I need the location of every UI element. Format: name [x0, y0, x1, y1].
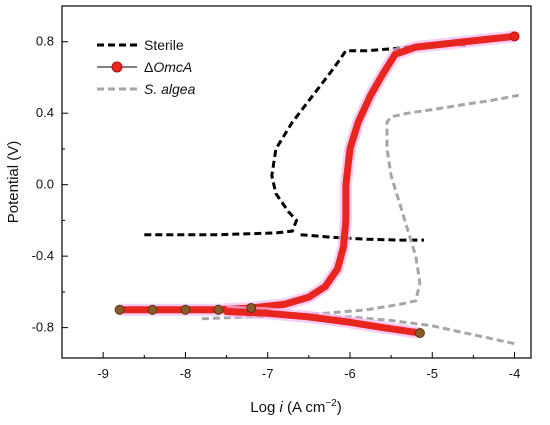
x-axis-title-close: ) — [337, 399, 342, 416]
omca-marker — [147, 304, 158, 315]
y-tick-label: 0.0 — [36, 177, 54, 192]
axis-layer: -9 -8 -7 -6 -5 -4 -0.8 -0.4 0.0 0.4 0.8 — [32, 34, 521, 381]
series-omca-oxidation-branch — [116, 32, 518, 314]
series-omca — [114, 30, 520, 339]
omca-marker — [414, 327, 425, 338]
omca-marker — [509, 31, 520, 42]
x-tick-label: -8 — [180, 366, 192, 381]
series-sterile — [144, 42, 466, 242]
legend-omca-label: ΔOmcA — [144, 59, 192, 75]
x-tick-label: -9 — [97, 366, 109, 381]
x-tick-label: -4 — [509, 366, 521, 381]
omca-marker — [246, 302, 257, 313]
legend-salgea-label: S. algea — [144, 81, 196, 97]
legend-omca-marker — [111, 61, 123, 73]
series-sterile-reduction-branch — [300, 233, 424, 242]
series-salgea-oxidation-branch — [201, 93, 519, 321]
y-tick-label: -0.8 — [32, 320, 54, 335]
x-tick-label: -5 — [426, 366, 438, 381]
x-tick-label: -6 — [344, 366, 356, 381]
x-axis-title-symbol: i — [279, 399, 283, 416]
omca-marker — [114, 304, 125, 315]
omca-marker — [180, 304, 191, 315]
legend: Sterile ΔOmcA S. algea — [97, 37, 196, 97]
y-tick-label: 0.4 — [36, 105, 54, 120]
legend-sterile-label: Sterile — [144, 37, 184, 53]
y-tick-label: 0.8 — [36, 34, 54, 49]
series-omca-oxidation-branch-halo — [119, 30, 516, 316]
x-axis-title: Log i (A cm−2) — [250, 398, 341, 416]
plot-frame — [61, 5, 532, 359]
y-axis-title: Potential (V) — [5, 141, 22, 224]
series-sterile-oxidation-branch — [144, 42, 466, 237]
x-axis-title-prefix: Log — [250, 399, 279, 416]
omca-marker — [213, 304, 224, 315]
series-layer — [114, 30, 520, 346]
x-axis-title-exponent: −2 — [325, 398, 337, 409]
y-tick-label: -0.4 — [32, 248, 54, 263]
series-omca-reduction-branch — [223, 308, 424, 337]
x-axis-title-unit: (A cm — [283, 399, 326, 416]
x-tick-label: -7 — [262, 366, 274, 381]
